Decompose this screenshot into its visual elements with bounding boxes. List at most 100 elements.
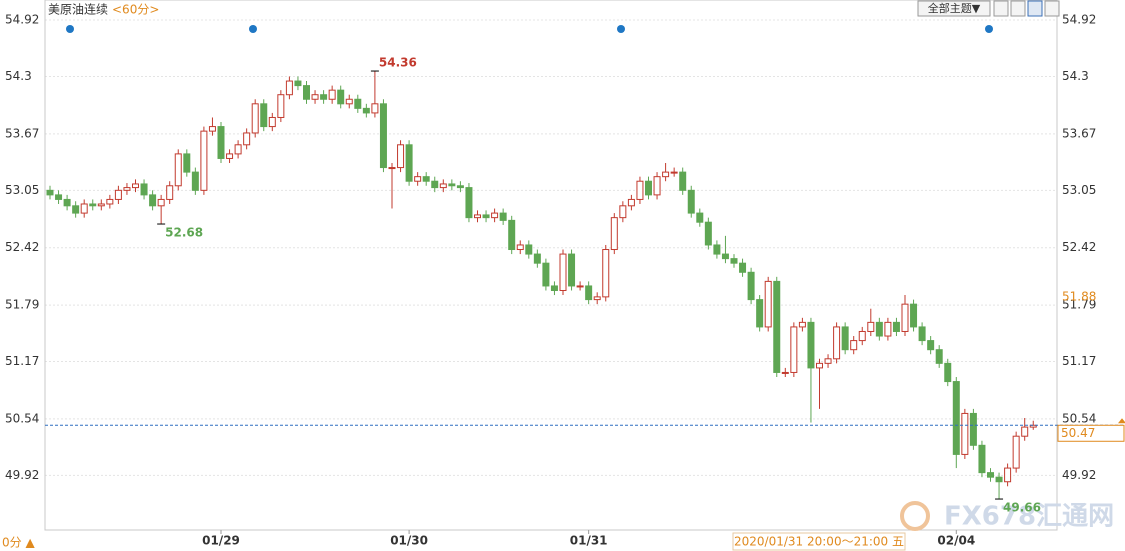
y-tick-label-right: 53.05 — [1062, 183, 1096, 197]
event-markers — [66, 25, 993, 33]
candle-body — [739, 262, 747, 273]
candle-body — [397, 144, 405, 169]
y-tick-label: 52.42 — [5, 240, 39, 254]
candle-body — [303, 85, 310, 100]
candle-body — [474, 214, 481, 219]
y-tick-label-right: 51.79 — [1062, 298, 1096, 312]
candle-body — [379, 103, 387, 169]
candle-body — [850, 340, 858, 351]
event-dot[interactable] — [66, 25, 74, 33]
y-tick-label: 54.92 — [5, 13, 39, 27]
y-tick-label: 50.54 — [5, 411, 39, 425]
candle-body — [679, 171, 687, 191]
candle-body — [149, 194, 157, 207]
candle-body — [687, 189, 695, 214]
event-dot[interactable] — [249, 25, 257, 33]
period-selector[interactable]: <60分> — [112, 3, 159, 17]
theme-button-bg[interactable] — [917, 0, 991, 17]
y-tick-label: 49.92 — [5, 468, 39, 482]
candle-body — [568, 253, 576, 287]
candle-body — [995, 476, 1003, 483]
y-tick-label: 51.17 — [5, 354, 39, 368]
candle-body — [345, 98, 353, 105]
candle-body — [670, 171, 678, 174]
candle-body — [456, 185, 464, 189]
y-tick-label: 54.3 — [5, 69, 32, 83]
last-price-box — [1057, 424, 1125, 442]
candle-body — [422, 176, 430, 182]
y-tick-label-right: 49.92 — [1062, 468, 1096, 482]
candle-body — [97, 203, 105, 207]
candle-body — [183, 153, 191, 173]
extreme-label: 52.68 — [165, 226, 203, 240]
x-tick-label: 01/31 — [570, 534, 608, 548]
candle-body — [773, 280, 781, 373]
candle-body — [645, 180, 652, 196]
candle-body — [260, 103, 268, 128]
candle-body — [764, 280, 772, 328]
icon-button[interactable] — [993, 0, 1009, 17]
candle-body — [559, 253, 567, 291]
period-tab[interactable]: 0分 ▲ — [2, 536, 35, 550]
candle-body — [867, 321, 875, 332]
candle-body — [585, 285, 593, 301]
candle-body — [892, 321, 900, 332]
event-dot[interactable] — [617, 25, 625, 33]
x-tick-label: 01/30 — [390, 534, 428, 548]
theme-button[interactable]: 全部主题▼ — [928, 1, 981, 15]
candle-body — [285, 80, 293, 96]
candle-body — [858, 330, 866, 342]
candle-body — [576, 285, 584, 288]
candle-body — [132, 183, 139, 189]
candle-body — [927, 340, 935, 351]
candle-body — [191, 171, 199, 191]
candle-body — [311, 94, 319, 100]
candle-body — [508, 219, 516, 251]
candle-body — [140, 183, 148, 196]
candle-body — [542, 262, 550, 287]
toolbar-icons[interactable] — [993, 0, 1060, 17]
x-tick-label: 01/29 — [202, 534, 240, 548]
candle-body — [807, 321, 815, 369]
candle-body — [833, 326, 841, 360]
candle-body — [123, 187, 131, 191]
y-tick-label-right: 54.92 — [1062, 13, 1096, 27]
candle-body — [662, 171, 670, 178]
icon-button[interactable] — [1010, 0, 1026, 17]
candle-body — [465, 187, 473, 219]
candle-body — [89, 203, 97, 207]
candle-body — [234, 144, 242, 155]
x-tick-label: 02/04 — [937, 534, 975, 548]
candle-body — [328, 89, 336, 100]
candle-body — [448, 183, 456, 187]
y-tick-label: 53.05 — [5, 183, 39, 197]
candle-body — [910, 303, 918, 328]
candle-body — [901, 303, 909, 332]
candle-body — [516, 244, 524, 251]
y-tick-label-right: 54.3 — [1062, 69, 1089, 83]
candle-body — [157, 198, 165, 207]
extreme-label: 54.36 — [379, 56, 417, 70]
candle-body — [875, 321, 883, 337]
candle-body — [55, 194, 63, 200]
y-tick-label-right: 50.54 — [1062, 411, 1096, 425]
watermark: FX678汇通网 — [944, 502, 1114, 532]
icon-button[interactable] — [1027, 0, 1043, 17]
candle-body — [696, 212, 704, 223]
candle-body — [944, 362, 952, 383]
icon-button[interactable] — [1044, 0, 1060, 17]
candle-body — [114, 189, 122, 200]
candle-body — [243, 132, 251, 146]
candle-body — [166, 185, 174, 200]
event-dot[interactable] — [985, 25, 993, 33]
candle-body — [46, 189, 54, 196]
candle-body — [781, 371, 789, 374]
candle-body — [636, 180, 644, 200]
candle-body — [72, 205, 80, 214]
candle-body — [704, 221, 712, 246]
candle-body — [337, 89, 345, 105]
candle-body — [1004, 467, 1012, 483]
candle-body — [320, 94, 328, 100]
last-price-arrow — [1118, 418, 1125, 424]
